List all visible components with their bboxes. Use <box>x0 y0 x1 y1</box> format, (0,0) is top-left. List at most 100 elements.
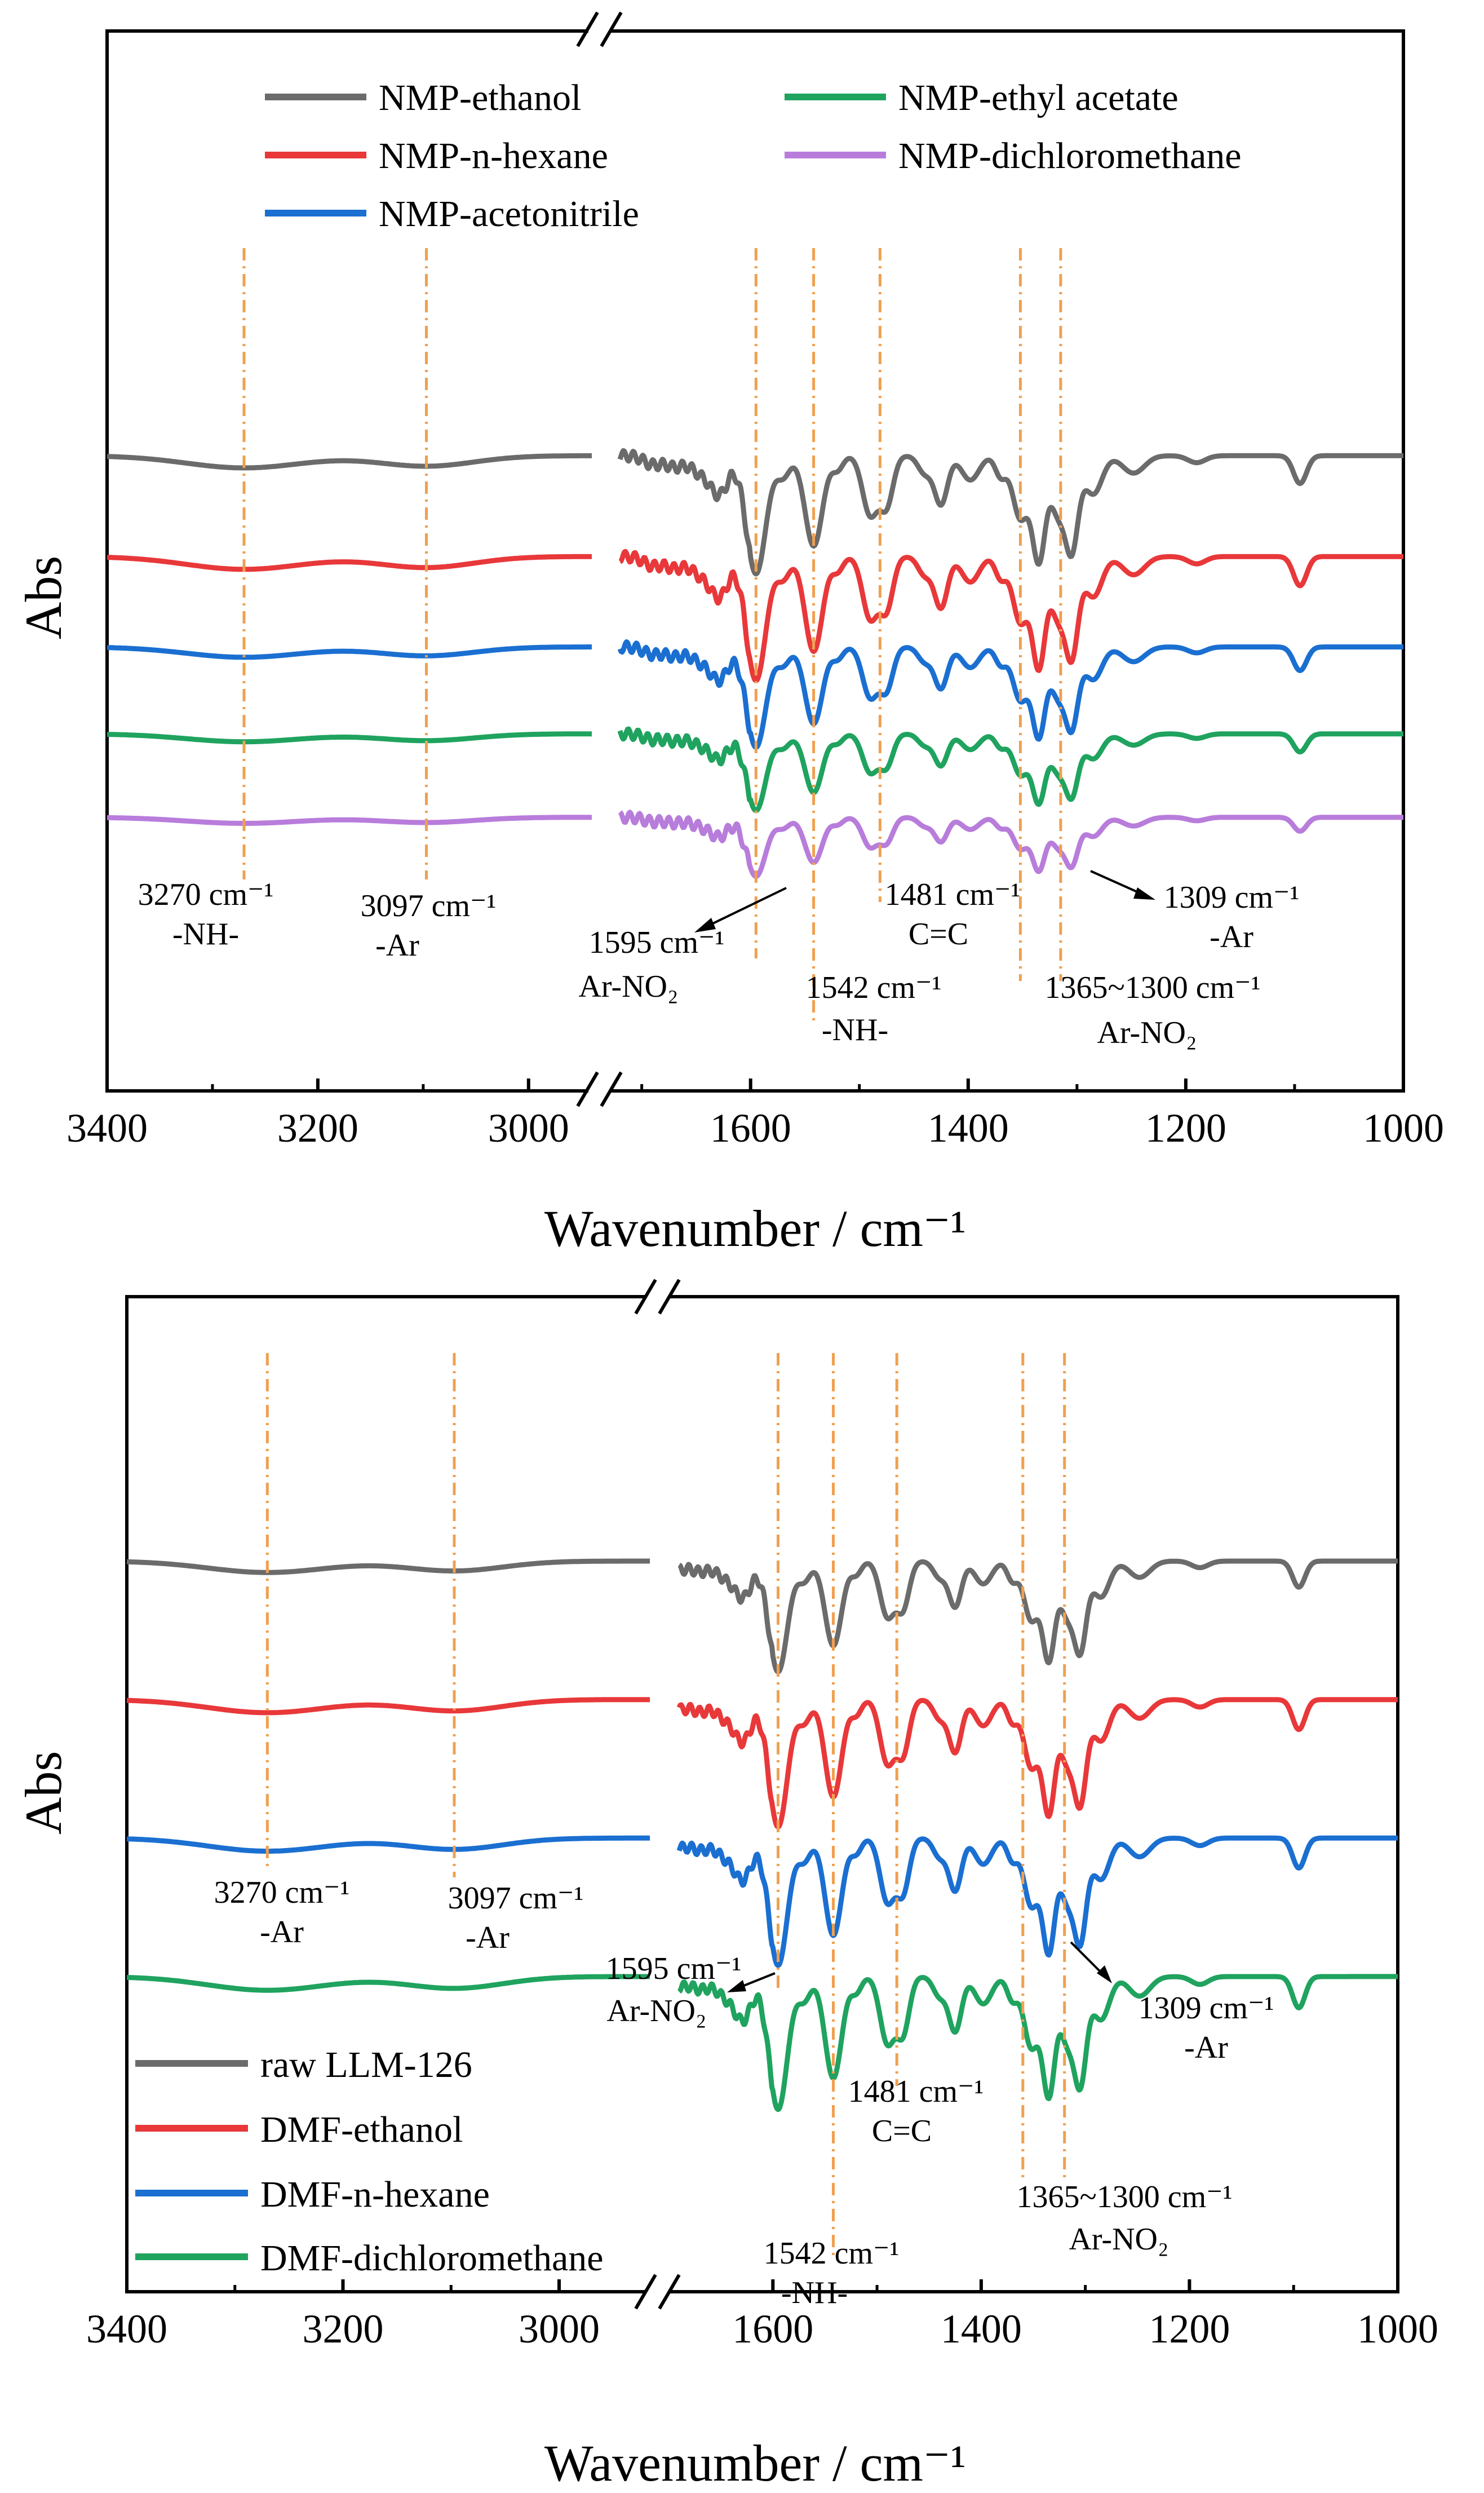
x-tick-label: 1000 <box>1357 2306 1438 2351</box>
ann-a1309-wn: 1309 cm⁻¹ <box>1164 880 1300 915</box>
panel-b: 3400 3200 3000 1600 1400 1200 1000 raw LLM-126… <box>15 1279 1438 2492</box>
axis-break-mark <box>634 1279 657 1315</box>
ann-a1542-group: -NH- <box>822 1013 888 1047</box>
series-line-nmp-dichloromethane-high-wn <box>107 815 592 826</box>
ann-b1595-wn: 1595 cm⁻¹ <box>606 1951 742 1986</box>
x-axis-title-a: Wavenumber / cm⁻¹ <box>544 1200 966 1257</box>
legend-label-nmp-ethyl-acetate: NMP-ethyl acetate <box>898 77 1179 118</box>
y-axis-title-a: Abs <box>15 556 72 639</box>
ann-b1481-wn: 1481 cm⁻¹ <box>848 2074 984 2109</box>
y-axis-title-b: Abs <box>15 1751 72 1835</box>
axis-break-mark <box>600 11 623 47</box>
legend-label-dmf-dichloromethane: DMF-dichloromethane <box>260 2238 604 2279</box>
series-line-dmf-n-hexane-high-wn <box>126 1835 650 1854</box>
legend-b: raw LLM-126 DMF-ethanol DMF-n-hexane DMF… <box>135 2044 604 2279</box>
x-ticks-b: 3400 3200 3000 1600 1400 1200 1000 <box>86 2279 1438 2351</box>
x-axis-title-b: Wavenumber / cm⁻¹ <box>544 2434 966 2492</box>
panel-a: 3400 3200 3000 1600 1400 1200 1000 NMP-ethanol… <box>15 11 1444 1257</box>
axis-break-mark <box>576 11 599 47</box>
legend-a: NMP-ethanol NMP-n-hexane NMP-acetonitril… <box>265 77 1242 235</box>
series-line-nmp-n-hexane-low-wn <box>618 549 1405 683</box>
x-tick-label: 1000 <box>1363 1106 1444 1151</box>
x-tick-label: 3200 <box>303 2306 384 2351</box>
annotations-a: 3270 cm⁻¹ -NH- 3097 cm⁻¹ -Ar 1595 cm⁻¹ A… <box>138 870 1300 1050</box>
x-tick-label: 1600 <box>710 1106 791 1151</box>
series-line-nmp-ethanol-high-wn <box>107 453 592 471</box>
series-line-nmp-acetonitrile-high-wn <box>107 644 592 660</box>
arrowhead-1595-b <box>727 1980 746 1992</box>
series-line-nmp-ethyl-acetate-high-wn <box>107 731 592 745</box>
ann-a1481-wn: 1481 cm⁻¹ <box>885 877 1021 912</box>
x-tick-label: 3400 <box>67 1106 148 1151</box>
arrow-1595-a <box>698 887 787 931</box>
spectra-a <box>107 448 1405 879</box>
series-line-nmp-ethanol-low-wn <box>617 448 1405 577</box>
axis-break-mark <box>658 1279 681 1315</box>
ann-a1365-group: Ar-NO₂ <box>1097 1015 1197 1050</box>
series-line-nmp-acetonitrile-low-wn <box>617 639 1405 750</box>
ann-b3097-wn: 3097 cm⁻¹ <box>448 1881 584 1916</box>
x-tick-label: 3200 <box>277 1106 358 1151</box>
ann-a3270-wn: 3270 cm⁻¹ <box>138 877 274 912</box>
series-line-dmf-ethanol-high-wn <box>126 1697 650 1716</box>
legend-label-dmf-ethanol: DMF-ethanol <box>260 2109 463 2150</box>
ann-b1542-wn: 1542 cm⁻¹ <box>764 2236 900 2271</box>
ann-b1481-group: C=C <box>872 2114 932 2149</box>
spectra-b <box>126 1558 1399 2112</box>
x-tick-label: 1600 <box>732 2306 813 2351</box>
legend-label-nmp-n-hexane: NMP-n-hexane <box>379 135 608 176</box>
ann-b1365-wn: 1365~1300 cm⁻¹ <box>1016 2180 1232 2214</box>
plot-frame-b <box>125 1295 1399 2293</box>
legend-label-nmp-acetonitrile: NMP-acetonitrile <box>379 193 639 235</box>
series-line-nmp-dichloromethane-low-wn <box>618 810 1405 879</box>
arrowhead-1309-b <box>1097 1965 1112 1983</box>
x-tick-label: 1200 <box>1149 2306 1230 2351</box>
legend-label-dmf-n-hexane: DMF-n-hexane <box>260 2174 490 2215</box>
series-line-nmp-n-hexane-high-wn <box>107 554 592 572</box>
legend-label-nmp-dichloromethane: NMP-dichloromethane <box>898 135 1242 176</box>
ann-b1309-wn: 1309 cm⁻¹ <box>1139 1991 1274 2026</box>
x-tick-label: 1400 <box>941 2306 1022 2351</box>
axis-break-mark <box>576 1071 599 1107</box>
series-line-nmp-ethyl-acetate-low-wn <box>617 726 1405 814</box>
ann-b1365-group: Ar-NO₂ <box>1069 2222 1168 2257</box>
ann-a1481-group: C=C <box>909 917 968 952</box>
ann-b1542-group: -NH- <box>781 2275 848 2310</box>
ann-b3270-wn: 3270 cm⁻¹ <box>214 1875 350 1910</box>
arrowhead-1309-a <box>1133 887 1155 900</box>
annotations-b: 3270 cm⁻¹ -Ar 3097 cm⁻¹ -Ar 1595 cm⁻¹ Ar… <box>214 1875 1274 2310</box>
ann-b3097-group: -Ar <box>466 1920 510 1955</box>
axis-break-mark <box>600 1071 623 1107</box>
legend-label-raw-llm-126: raw LLM-126 <box>260 2044 472 2085</box>
ann-a1542-wn: 1542 cm⁻¹ <box>806 970 942 1005</box>
guide-lines-b <box>265 1353 1066 2255</box>
x-tick-label: 1200 <box>1145 1106 1226 1151</box>
x-tick-label: 3400 <box>86 2306 167 2351</box>
guide-lines-a <box>242 248 1062 1026</box>
arrowhead-1595-a <box>694 918 716 932</box>
legend-label-nmp-ethanol: NMP-ethanol <box>379 77 581 118</box>
series-line-raw-llm-126-high-wn <box>126 1558 650 1575</box>
ann-a1595-group: Ar-NO₂ <box>578 969 678 1004</box>
series-line-dmf-dichloromethane-low-wn <box>677 1974 1399 2112</box>
axis-break-mark <box>658 2274 681 2310</box>
series-line-dmf-n-hexane-low-wn <box>676 1835 1399 1968</box>
x-ticks-a: 3400 3200 3000 1600 1400 1200 1000 <box>67 1078 1444 1151</box>
plot-frame-a <box>105 29 1405 1093</box>
x-tick-label: 3000 <box>519 2306 600 2351</box>
ann-a3097-wn: 3097 cm⁻¹ <box>361 889 497 923</box>
series-line-dmf-dichloromethane-high-wn <box>126 1974 650 1993</box>
axis-break-mark <box>634 2274 657 2310</box>
ann-a3270-group: -NH- <box>172 917 239 952</box>
ann-a1309-group: -Ar <box>1210 920 1253 954</box>
series-line-raw-llm-126-low-wn <box>677 1558 1399 1674</box>
ann-b1309-group: -Ar <box>1184 2030 1228 2065</box>
x-tick-label: 3000 <box>488 1106 569 1151</box>
x-tick-label: 1400 <box>928 1106 1009 1151</box>
ann-b1595-group: Ar-NO₂ <box>606 1993 706 2028</box>
ann-b3270-group: -Ar <box>260 1915 304 1950</box>
ann-a3097-group: -Ar <box>375 928 419 963</box>
ann-a1365-wn: 1365~1300 cm⁻¹ <box>1044 970 1260 1005</box>
series-line-dmf-ethanol-low-wn <box>676 1697 1399 1830</box>
